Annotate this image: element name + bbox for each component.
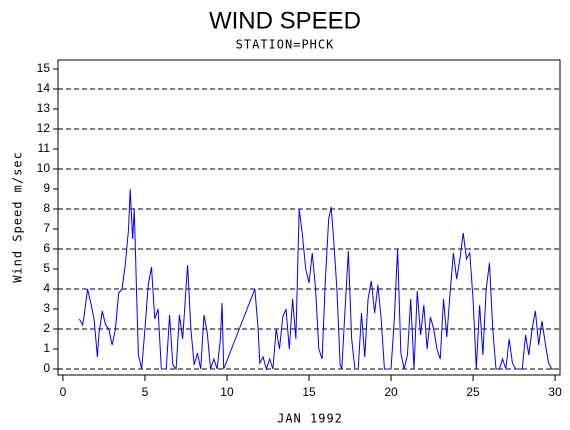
y-tick-label: 15 (37, 61, 51, 75)
y-tick-label: 9 (43, 181, 50, 195)
series-line (78, 188, 556, 371)
y-tick-label: 5 (43, 261, 50, 275)
y-tick-label: 10 (37, 161, 51, 175)
y-tick-label: 8 (43, 201, 50, 215)
x-tick-label: 10 (220, 385, 234, 399)
y-tick-label: 11 (38, 141, 51, 155)
y-tick-label: 12 (37, 121, 51, 135)
x-tick-label: 30 (548, 385, 562, 399)
y-tick-label: 4 (43, 281, 50, 295)
y-tick-label: 0 (43, 361, 50, 375)
y-tick-label: 2 (43, 321, 50, 335)
x-axis-label: JAN 1992 (277, 412, 343, 426)
x-tick-label: 5 (142, 385, 149, 399)
x-tick-label: 0 (60, 385, 67, 399)
y-tick-label: 13 (37, 101, 51, 115)
y-tick-label: 1 (43, 341, 50, 355)
y-tick-label: 6 (43, 241, 50, 255)
x-tick-label: 25 (466, 385, 480, 399)
y-tick-label: 14 (37, 81, 51, 95)
chart-title: WIND SPEED (209, 7, 361, 34)
y-tick-label: 3 (43, 301, 50, 315)
x-tick-label: 15 (302, 385, 316, 399)
y-axis-label: Wind Speed m/sec (11, 151, 25, 283)
chart-subtitle: STATION=PHCK (236, 38, 335, 52)
x-tick-label: 20 (384, 385, 398, 399)
y-tick-label: 7 (43, 221, 50, 235)
